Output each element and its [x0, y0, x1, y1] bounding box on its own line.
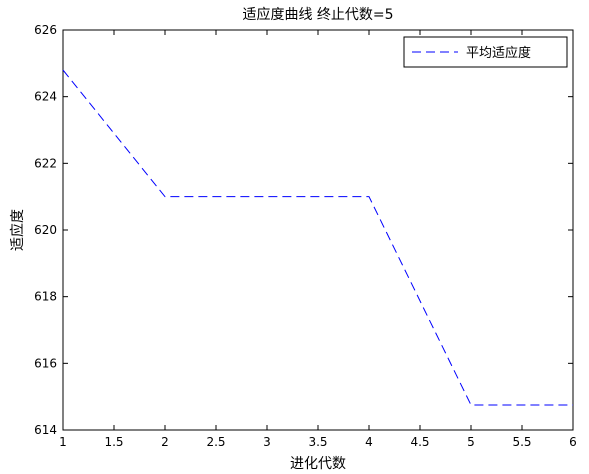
x-tick-label: 1.5	[104, 435, 123, 449]
x-tick-label: 3	[263, 435, 271, 449]
x-tick-label: 4.5	[410, 435, 429, 449]
chart-title: 适应度曲线 终止代数=5	[242, 6, 393, 23]
x-tick-label: 5.5	[512, 435, 531, 449]
x-axis-title: 进化代数	[290, 456, 346, 472]
x-tick-label: 2	[161, 435, 169, 449]
y-tick-label: 614	[34, 423, 57, 437]
y-axis-title: 适应度	[9, 209, 26, 251]
x-tick-label: 6	[569, 435, 577, 449]
x-tick-label: 2.5	[206, 435, 225, 449]
x-tick-label: 5	[467, 435, 475, 449]
x-tick-label: 4	[365, 435, 373, 449]
y-tick-label: 624	[34, 90, 57, 104]
y-tick-label: 622	[34, 156, 57, 170]
plot-area	[62, 29, 574, 431]
y-tick-label: 626	[34, 23, 57, 37]
series-line-0	[62, 69, 573, 406]
x-tick-label: 3.5	[308, 435, 327, 449]
y-tick-label: 620	[34, 223, 57, 237]
legend-label: 平均适应度	[466, 45, 531, 61]
y-tick-label: 616	[34, 356, 57, 370]
x-tick-label: 1	[59, 435, 67, 449]
axis-ticks: 1 1.5 2 2.5 3 3.5 4 4.5 5 5.5 6 614 616 618 620 622 624 6…	[34, 23, 577, 449]
legend: 平均适应度	[403, 36, 568, 68]
y-tick-label: 618	[34, 290, 57, 304]
series-layer	[62, 69, 573, 406]
